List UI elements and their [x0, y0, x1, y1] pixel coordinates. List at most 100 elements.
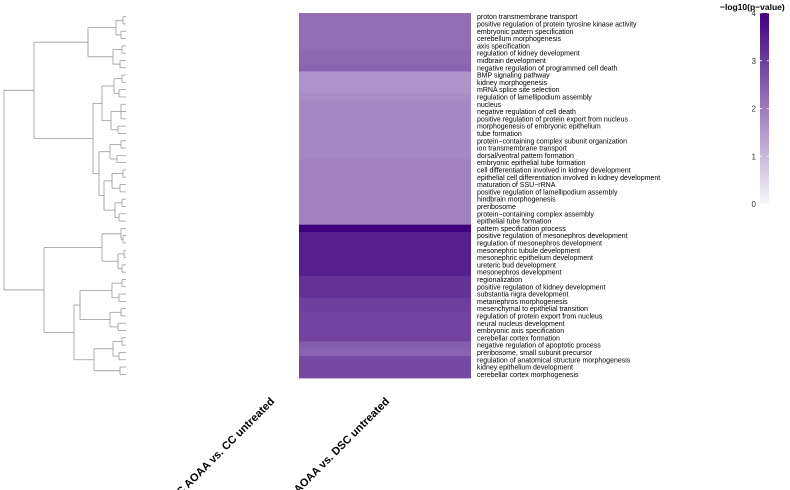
heatmap-cell	[299, 42, 471, 50]
heatmap-cell	[299, 78, 471, 87]
heatmap-cell	[299, 319, 471, 328]
row-label: BMP signaling pathway	[477, 73, 550, 80]
row-label: mesenchymal to epithelial transition	[477, 306, 588, 313]
row-label: tube formation	[477, 131, 522, 138]
heatmap-cell	[299, 341, 471, 350]
heatmap-cell	[299, 210, 471, 218]
heatmap-cells	[299, 13, 471, 379]
row-label: embryonic pattern specification	[477, 29, 574, 36]
row-label: negative regulation of apoptotic process	[477, 343, 601, 350]
heatmap-cell	[299, 115, 471, 123]
column-label: CC AOAA vs. CC untreated	[169, 396, 277, 490]
heatmap-cell	[299, 326, 471, 335]
row-label: mRNA splice site selection	[477, 87, 560, 94]
row-label: morphogenesis of embryonic epithelium	[477, 124, 601, 131]
row-label: negative regulation of cell death	[477, 109, 576, 116]
heatmap-cell	[299, 363, 471, 372]
heatmap-cell	[299, 173, 471, 182]
row-label: cell differentiation involved in kidney …	[477, 167, 631, 174]
row-label: preribosome, small subunit precursor	[477, 350, 593, 357]
row-label: axis specification	[477, 43, 530, 50]
heatmap-cell	[299, 159, 471, 167]
heatmap-cell	[299, 180, 471, 189]
row-label: kidney morphogenesis	[477, 80, 548, 87]
row-label: cerebellum morphogenesis	[477, 36, 562, 43]
legend-tick-label: 0	[752, 200, 757, 209]
row-label: regulation of lamellipodium assembly	[477, 94, 592, 101]
row-label: mesonephric epithelium development	[477, 255, 593, 262]
heatmap-cell	[299, 13, 471, 21]
row-label: embryonic axis specification	[477, 328, 564, 335]
row-label: preribosome	[477, 204, 516, 211]
row-label: regulation of mesonephros development	[477, 240, 602, 247]
row-label: positive regulation of mesonephros devel…	[477, 233, 628, 240]
row-label: embryonic epithelial tube formation	[477, 160, 586, 167]
row-label: metanephros morphogenesis	[477, 299, 568, 306]
heatmap-cell	[299, 93, 471, 101]
row-label: protein−containing complex assembly	[477, 211, 594, 218]
heatmap-cell	[299, 137, 471, 145]
heatmap-cell	[299, 122, 471, 131]
heatmap-cell	[299, 202, 471, 211]
row-label: regulation of protein export from nucleu…	[477, 313, 603, 320]
heatmap-cell	[299, 261, 471, 269]
heatmap-cell	[299, 86, 471, 94]
heatmap-cell	[299, 283, 471, 291]
heatmap-cell	[299, 334, 471, 342]
heatmap-cell	[299, 305, 471, 313]
heatmap-cell	[299, 166, 471, 174]
row-label: neural nucleus development	[477, 321, 565, 328]
heatmap-cell	[299, 188, 471, 196]
heatmap-cell	[299, 107, 471, 116]
heatmap-cell	[299, 217, 471, 226]
heatmap-cell	[299, 34, 471, 43]
row-label: mesonephric tubule development	[477, 248, 580, 255]
heatmap-cell	[299, 348, 471, 357]
row-label: proton transmembrane transport	[477, 14, 577, 21]
heatmap-cell	[299, 239, 471, 247]
column-label: DSC AOAA vs. DSC untreated	[274, 396, 393, 490]
legend-colorbar	[760, 13, 769, 204]
heatmap-cell	[299, 224, 471, 233]
heatmap-cell	[299, 144, 471, 153]
heatmap-cell	[299, 129, 471, 138]
heatmap-cell	[299, 356, 471, 364]
row-label: protein−containing complex subunit organ…	[477, 138, 627, 145]
row-labels: proton transmembrane transport positive r…	[477, 14, 660, 379]
heatmap-cell	[299, 49, 471, 58]
heatmap-cell	[299, 27, 471, 36]
row-label: positive regulation of kidney developmen…	[477, 284, 605, 291]
heatmap-cell	[299, 56, 471, 65]
row-label: negative regulation of programmed cell d…	[477, 65, 618, 72]
row-label: regulation of anatomical structure morph…	[477, 357, 631, 364]
heatmap-cell	[299, 297, 471, 306]
row-label: ion transmembrane transport	[477, 146, 567, 153]
heatmap-cell	[299, 246, 471, 255]
row-label: epithelial cell differentiation involved…	[477, 175, 660, 182]
heatmap-cell	[299, 20, 471, 28]
heatmap-cell	[299, 253, 471, 262]
row-label: kidney epithelium development	[477, 365, 573, 372]
heatmap-cell	[299, 151, 471, 160]
color-legend: −log10(p−value) 0 1 2 3 4	[720, 2, 785, 209]
heatmap-cell	[299, 232, 471, 240]
row-label: midbrain development	[477, 58, 546, 65]
row-label: substantia nigra development	[477, 292, 569, 299]
row-label: ureteric bud development	[477, 262, 556, 269]
row-label: nucleus	[477, 102, 502, 109]
row-label: regulation of kidney development	[477, 51, 580, 58]
heatmap-cell	[299, 275, 471, 284]
heatmap-cell	[299, 100, 471, 109]
legend-tick-label: 1	[752, 152, 757, 161]
heatmap-cell	[299, 268, 471, 277]
row-label: epithelial tube formation	[477, 219, 551, 226]
heatmap-cell	[299, 290, 471, 299]
heatmap-cell	[299, 312, 471, 320]
row-dendrogram	[3, 16, 126, 375]
row-label: positive regulation of lamellipodium ass…	[477, 189, 618, 196]
legend-tick-label: 2	[752, 105, 757, 114]
row-label: dorsal/ventral pattern formation	[477, 153, 574, 160]
row-label: regionalization	[477, 277, 522, 284]
heatmap-cell	[299, 195, 471, 204]
